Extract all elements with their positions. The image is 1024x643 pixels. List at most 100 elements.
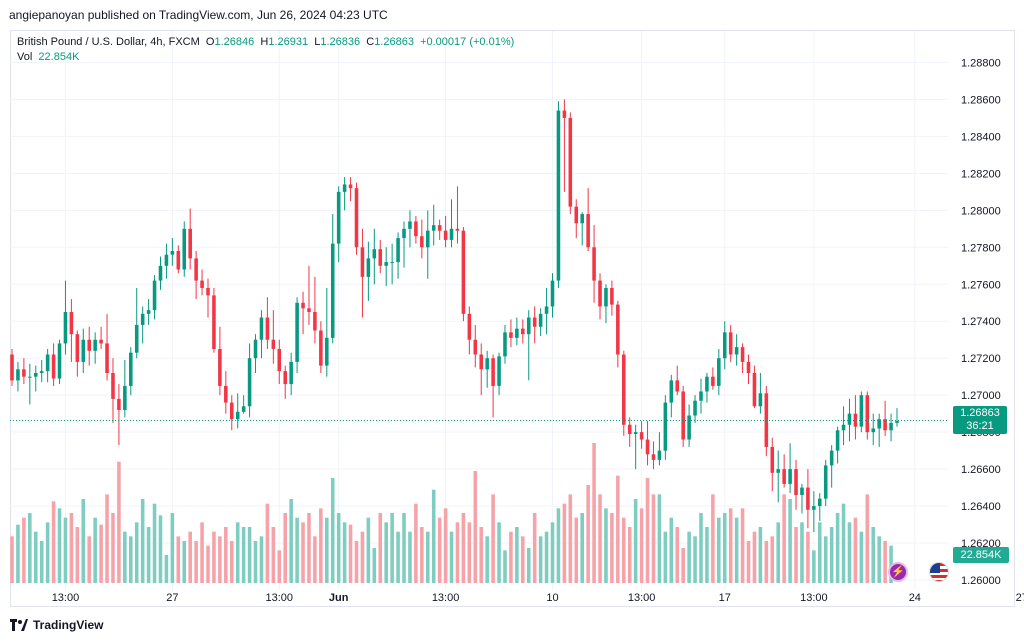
candle	[87, 326, 91, 366]
volume-bar	[28, 513, 32, 583]
volume-bar	[408, 531, 412, 583]
volume-bar	[289, 499, 293, 583]
candle	[829, 445, 834, 488]
candle	[28, 363, 32, 405]
candle	[431, 204, 436, 246]
volume-bar	[657, 494, 662, 583]
volume-bar	[39, 541, 44, 583]
candle-body	[39, 371, 44, 373]
lightning-icon[interactable]: ⚡	[888, 562, 908, 582]
volume-bar	[170, 513, 175, 583]
candle	[111, 358, 115, 423]
candle-body	[330, 243, 335, 338]
candle-body	[140, 313, 145, 325]
volume-bar	[621, 517, 626, 583]
volume-bar	[22, 517, 26, 583]
volume-bar	[129, 536, 133, 583]
volume-bar	[633, 499, 638, 583]
x-tick-label: 10	[546, 592, 558, 604]
candle	[81, 328, 86, 373]
candle	[63, 280, 68, 355]
volume-bar	[782, 494, 786, 583]
volume-bar	[485, 536, 489, 583]
candle	[307, 265, 311, 325]
symbol-description[interactable]: British Pound / U.S. Dollar, 4h, FXCM	[17, 36, 200, 48]
high-label: H	[260, 36, 269, 48]
volume-bar	[218, 536, 222, 583]
volume-bar	[728, 508, 733, 583]
candle	[235, 393, 240, 429]
candle	[313, 276, 317, 344]
candle-body	[437, 225, 442, 231]
volume-bar	[604, 508, 608, 583]
candle	[521, 319, 525, 344]
volume-bar	[224, 527, 228, 583]
candle-body	[182, 228, 187, 270]
candle	[402, 221, 406, 268]
candle	[550, 273, 555, 318]
volume-bar	[883, 541, 887, 583]
volume-bar	[877, 536, 881, 583]
volume-bar	[99, 524, 103, 583]
candle-body	[283, 371, 288, 385]
volume-bar	[16, 524, 20, 583]
candle	[348, 177, 353, 202]
candle-body	[503, 332, 507, 357]
chart-frame[interactable]	[10, 30, 1015, 607]
volume-bar	[313, 536, 317, 583]
volume-bar	[140, 499, 145, 583]
volume-bar	[425, 531, 430, 583]
volume-bar	[158, 515, 163, 583]
candle	[378, 239, 383, 274]
candle-body	[449, 228, 454, 240]
volume-bar	[794, 527, 798, 583]
volume-bar	[645, 478, 650, 583]
candle-body	[467, 313, 472, 340]
candle	[218, 326, 222, 396]
candle	[616, 300, 620, 368]
volume-bar	[63, 517, 68, 583]
last-price: 1.26863	[960, 407, 1000, 419]
volume-bar	[693, 536, 697, 583]
candle-body	[93, 339, 97, 351]
candle-body	[200, 280, 204, 288]
candle	[485, 350, 489, 388]
volume-bar	[431, 489, 436, 583]
candle-body	[420, 236, 424, 248]
volume-value: 22.854K	[38, 51, 80, 63]
volume-bar	[134, 522, 139, 583]
y-tick-label: 1.28600	[961, 94, 1001, 106]
candle-body	[57, 343, 62, 379]
candle-body	[33, 372, 38, 377]
candle	[39, 360, 44, 383]
volume-bar	[627, 527, 632, 583]
volume-bar	[556, 508, 561, 583]
candle	[129, 347, 133, 396]
candle	[604, 284, 608, 324]
volume-bar	[752, 531, 757, 583]
volume-bar	[835, 513, 840, 583]
candle-body	[229, 402, 234, 420]
candle	[841, 406, 846, 446]
candle	[503, 324, 507, 364]
footer-brand[interactable]: TradingView	[10, 618, 103, 632]
volume-bar	[212, 531, 216, 583]
volume-bar	[360, 531, 365, 583]
us-flag-icon[interactable]	[929, 562, 949, 582]
candle	[57, 339, 62, 385]
candle-body	[663, 402, 668, 451]
candle-body	[134, 324, 139, 353]
candle-body	[818, 498, 822, 507]
volume-bar	[235, 522, 240, 583]
volume-bar	[503, 550, 507, 583]
candle	[420, 219, 424, 259]
candle	[687, 404, 691, 447]
volume-bar	[841, 503, 846, 583]
volume-bar	[871, 527, 876, 583]
candle-body	[693, 400, 697, 416]
candle	[610, 280, 614, 316]
candle-body	[616, 304, 620, 355]
candle-body	[538, 313, 543, 327]
volume-bar	[521, 536, 525, 583]
